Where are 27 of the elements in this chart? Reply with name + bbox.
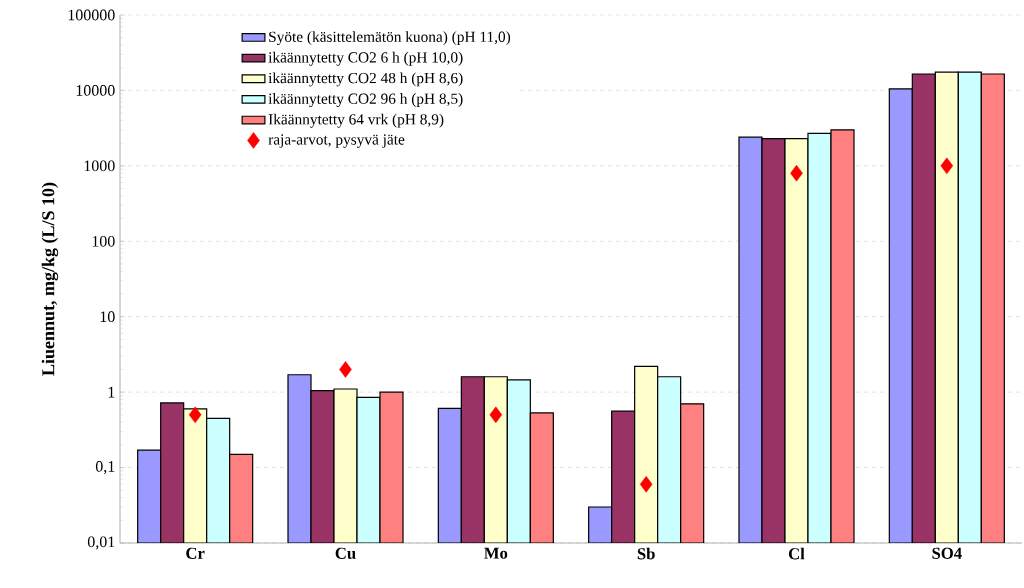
point	[790, 164, 803, 182]
legend-label: Ikäännytetty 64 vrk (pH 8,9)	[268, 113, 444, 128]
point	[188, 406, 202, 424]
y-axis-title: Liuennut, mg/kg (L/S 10)	[41, 182, 59, 376]
point	[940, 157, 954, 175]
x-tick-label: Cu	[335, 547, 356, 559]
y-tick-label: 100000	[68, 9, 115, 21]
legend-label: ikäännytetty CO2 6 h (pH 10,0)	[268, 51, 463, 66]
y-tick-label: 10000	[76, 85, 115, 96]
legend-label: ikäännytetty CO2 48 h (pH 8,6)	[268, 72, 463, 87]
legend-label: raja-arvot, pysyvä jäte	[268, 134, 405, 148]
y-tick-label: 10	[100, 311, 115, 323]
x-tick-label: Mo	[484, 547, 508, 559]
x-tick-label: Cr	[186, 547, 205, 559]
point	[639, 476, 653, 493]
x-tick-label: Cl	[788, 547, 805, 560]
point	[339, 361, 352, 378]
x-tick-label: SO4	[932, 547, 962, 559]
x-tick-label: Sb	[637, 547, 655, 560]
y-tick-label: 1	[108, 386, 115, 398]
y-tick-label: 100	[92, 235, 115, 247]
y-tick-label: 0,1	[95, 461, 115, 475]
y-tick-label: 1000	[84, 160, 115, 172]
legend-label: ikäännytetty CO2 96 h (pH 8,5)	[268, 93, 463, 108]
y-tick-label: 0,01	[87, 536, 115, 550]
point	[489, 406, 503, 424]
legend-label: Syöte (käsittelemätön kuona) (pH 11,0)	[269, 31, 511, 46]
